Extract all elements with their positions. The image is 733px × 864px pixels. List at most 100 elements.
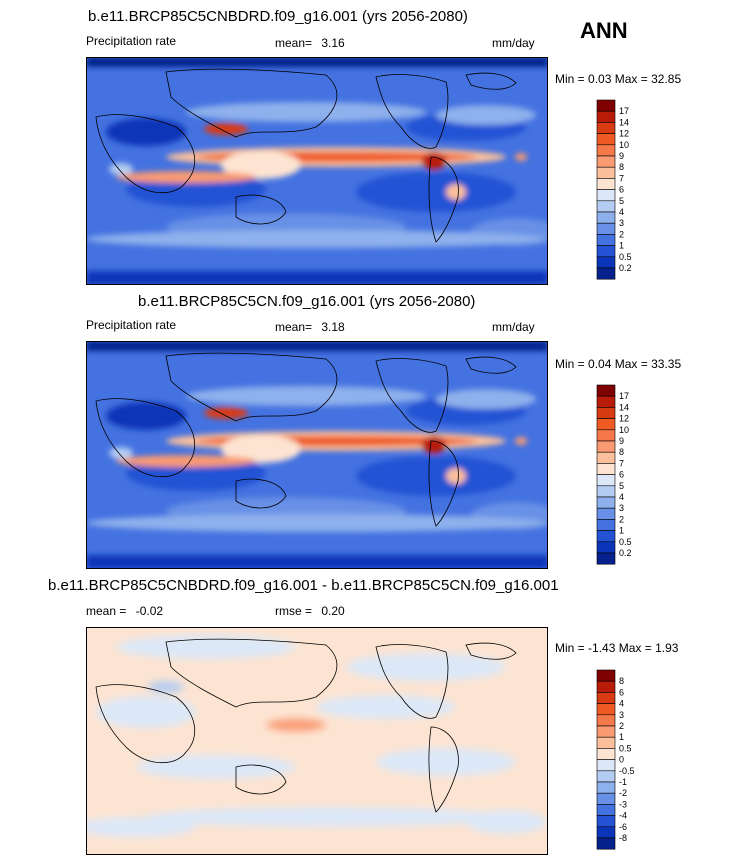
colorbar-tick-label: 0 — [619, 755, 624, 765]
colorbar-swatch — [596, 792, 616, 805]
panel3-max-value: 1.93 — [655, 641, 679, 655]
colorbar-swatch — [596, 815, 616, 828]
colorbar-tick-label: 3 — [619, 218, 624, 228]
colorbar-swatch — [596, 714, 616, 727]
colorbar-tick-label: -2 — [619, 788, 627, 798]
colorbar-swatch — [596, 530, 616, 543]
colorbar-swatch — [596, 200, 616, 213]
colorbar-swatch — [596, 211, 616, 224]
colorbar-swatch — [596, 692, 616, 704]
colorbar-tick-label: 0.2 — [619, 263, 632, 273]
colorbar-tick-label: 8 — [619, 162, 624, 172]
colorbar-tick-label: 8 — [619, 447, 624, 457]
panel2-variable: Precipitation rate — [86, 318, 177, 332]
colorbar-swatch — [596, 759, 616, 772]
colorbar-swatch — [596, 110, 616, 123]
panel1-title: b.e11.BRCP85C5CNBDRD.f09_g16.001 (yrs 20… — [88, 8, 468, 25]
colorbar-swatch — [596, 725, 616, 738]
colorbar-swatch — [596, 781, 616, 794]
colorbar-tick-label: 0.2 — [619, 548, 632, 558]
panel1-min-value: 0.03 — [588, 72, 612, 86]
panel3-difference-map — [86, 627, 548, 855]
panel1-max-label: Max = — [614, 72, 648, 86]
colorbar-swatch — [596, 429, 616, 442]
colorbar-tick-label: -0.5 — [619, 766, 635, 776]
colorbar-tick-label: 1 — [619, 732, 624, 742]
panel2-mean-label: mean= — [275, 320, 313, 334]
colorbar-swatch — [596, 680, 616, 693]
colorbar-swatch — [596, 384, 616, 397]
panel3-min-label: Min = — [555, 641, 585, 655]
colorbar-swatch — [596, 463, 616, 475]
panel3-title: b.e11.BRCP85C5CNBDRD.f09_g16.001 - b.e11… — [48, 577, 559, 594]
colorbar-swatch — [596, 245, 616, 258]
colorbar-swatch — [596, 507, 616, 520]
colorbar-swatch — [596, 496, 616, 509]
colorbar-swatch — [596, 669, 616, 682]
colorbar-swatch — [596, 804, 616, 816]
colorbar-swatch — [596, 144, 616, 157]
colorbar-swatch — [596, 748, 616, 760]
colorbar-tick-label: 2 — [619, 229, 624, 239]
panel1-min-label: Min = — [555, 72, 585, 86]
panel3-rmse-label: rmse = — [275, 604, 313, 618]
colorbar-tick-label: 3 — [619, 710, 624, 720]
panel2-min-label: Min = — [555, 357, 585, 371]
colorbar-tick-label: 7 — [619, 173, 624, 183]
panel3-mean-value: -0.02 — [135, 604, 164, 618]
panel1-max-value: 32.85 — [651, 72, 682, 86]
colorbar-tick-label: 1 — [619, 526, 624, 536]
colorbar-swatch — [596, 826, 616, 839]
panel1-mean-label: mean= — [275, 36, 313, 50]
panel2-max-value: 33.35 — [651, 357, 682, 371]
colorbar-swatch — [596, 234, 616, 246]
colorbar-tick-label: 9 — [619, 436, 624, 446]
colorbar-tick-label: 6 — [619, 185, 624, 195]
colorbar-tick-label: -4 — [619, 811, 627, 821]
panel3-mean-label: mean = — [86, 604, 127, 618]
panel2-max-label: Max = — [614, 357, 648, 371]
colorbar-tick-label: 14 — [619, 402, 629, 412]
colorbar-tick-label: 3 — [619, 503, 624, 513]
colorbar-tick-label: 4 — [619, 492, 624, 502]
colorbar-swatch — [596, 552, 616, 565]
colorbar-swatch — [596, 133, 616, 146]
colorbar-tick-label: 4 — [619, 207, 624, 217]
colorbar-swatch — [596, 418, 616, 431]
colorbar-tick-label: 12 — [619, 129, 629, 139]
panel1-precip-map — [86, 57, 548, 285]
colorbar-swatch — [596, 837, 616, 850]
colorbar-swatch — [596, 256, 616, 269]
colorbar-swatch — [596, 166, 616, 179]
season-label: ANN — [580, 18, 628, 43]
colorbar-swatch — [596, 451, 616, 464]
panel1-units: mm/day — [492, 36, 535, 50]
colorbar-tick-label: -1 — [619, 777, 627, 787]
colorbar-tick-label: 2 — [619, 721, 624, 731]
panel3-max-label: Max = — [618, 641, 652, 655]
colorbar-swatch — [596, 541, 616, 554]
colorbar-swatch — [596, 122, 616, 134]
colorbar-swatch — [596, 485, 616, 498]
colorbar-tick-label: 2 — [619, 514, 624, 524]
colorbar-tick-label: 4 — [619, 699, 624, 709]
colorbar-swatch — [596, 267, 616, 280]
colorbar-swatch — [596, 736, 616, 749]
colorbar-tick-label: 17 — [619, 391, 629, 401]
panel3-min-value: -1.43 — [588, 641, 616, 655]
colorbar-tick-label: 14 — [619, 117, 629, 127]
panel2-units: mm/day — [492, 320, 535, 334]
panel2-precip-map — [86, 341, 548, 569]
colorbar-tick-label: 17 — [619, 106, 629, 116]
colorbar-tick-label: 10 — [619, 425, 629, 435]
colorbar-tick-label: 12 — [619, 414, 629, 424]
colorbar-tick-label: 5 — [619, 481, 624, 491]
panel2-mean-value: 3.18 — [321, 320, 345, 334]
colorbar-swatch — [596, 440, 616, 453]
colorbar-swatch — [596, 703, 616, 716]
colorbar-tick-label: -8 — [619, 833, 627, 843]
panel1-mean-value: 3.16 — [321, 36, 345, 50]
